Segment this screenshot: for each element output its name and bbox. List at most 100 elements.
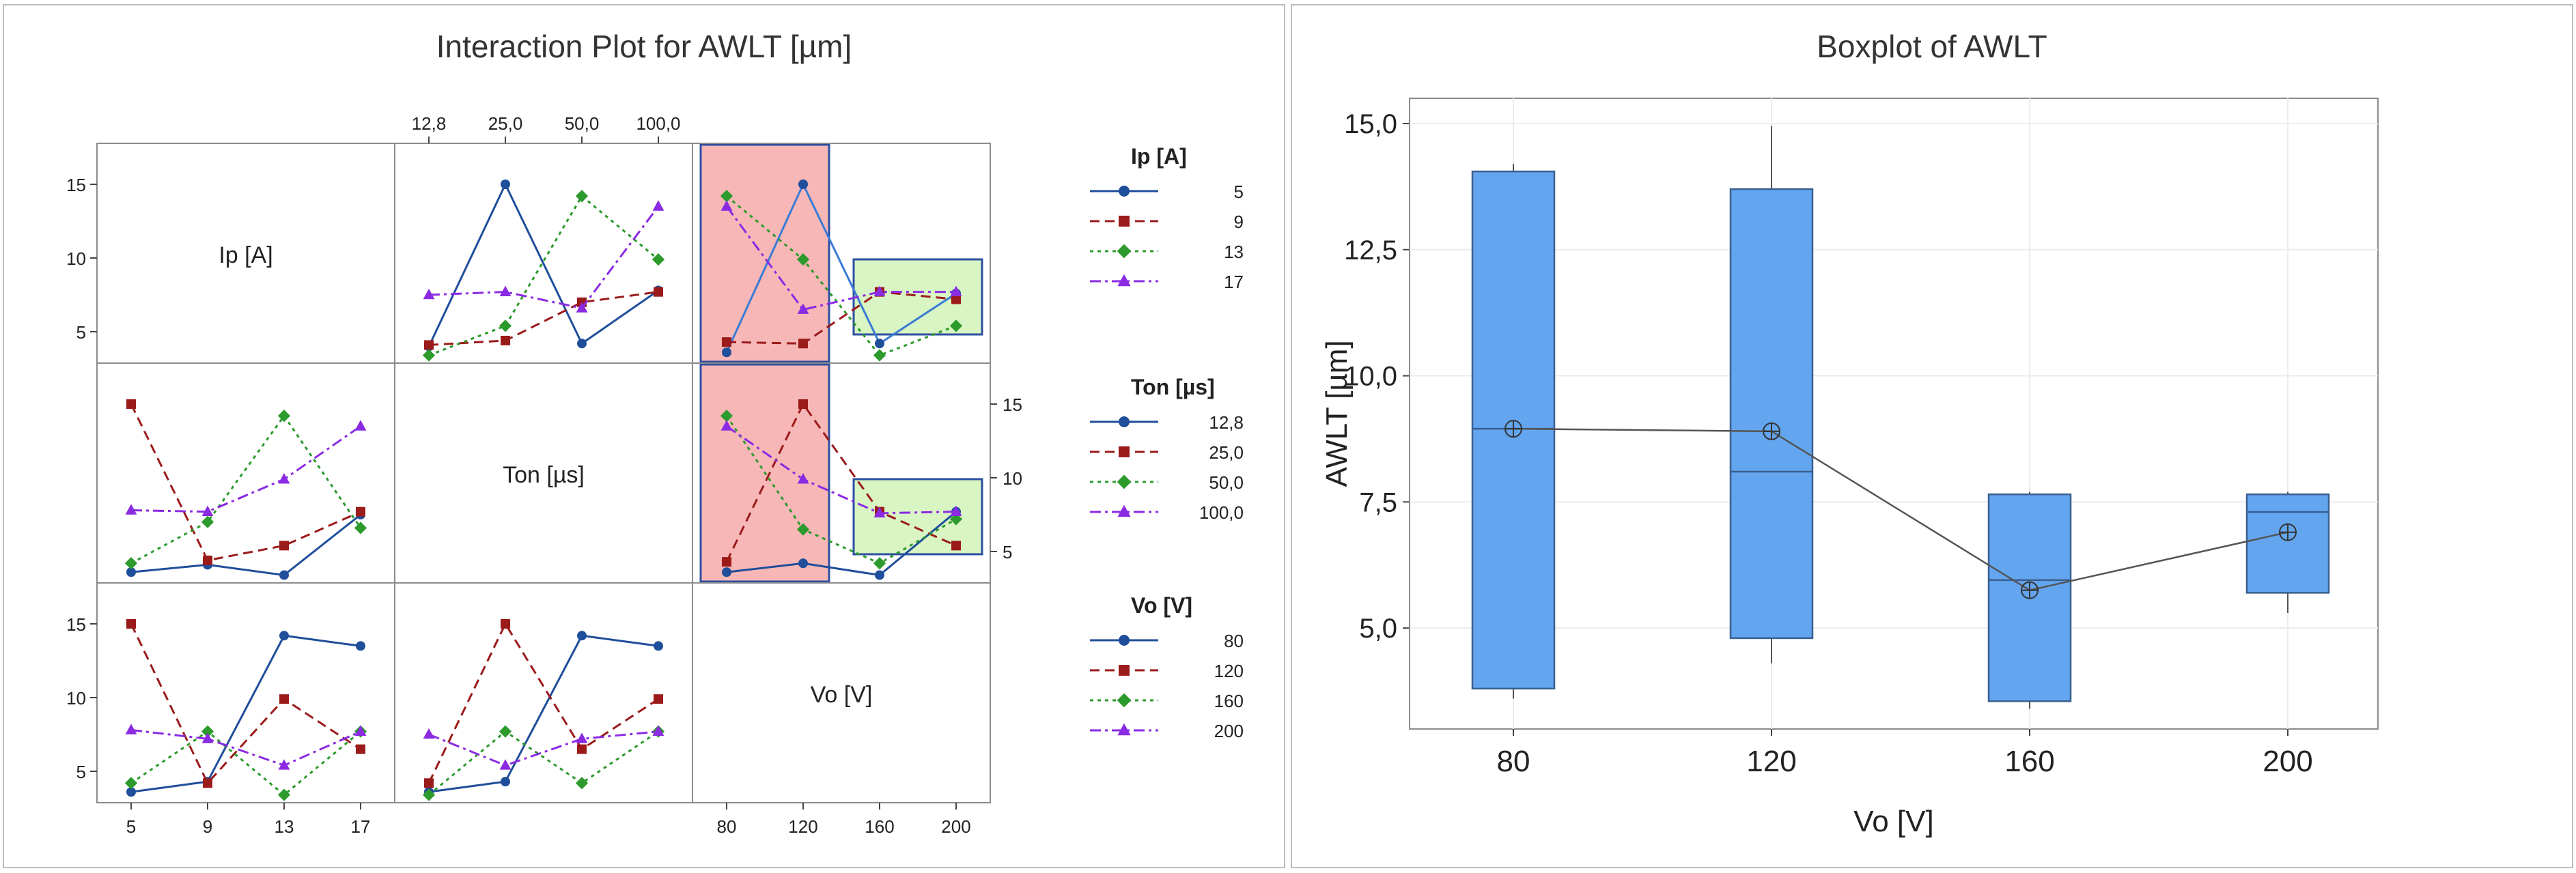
interaction-line-r1c2-s2: [725, 415, 957, 564]
interaction-point-r1c2-s1-0: [722, 557, 731, 567]
interaction-line-r2c1-s3: [428, 730, 659, 767]
boxplot-panel: Boxplot of AWLT 5,0 7,5 10,0 12,5 15,0 80 120 16…: [1291, 4, 2573, 868]
interaction-point-r1c2-s0-2: [875, 570, 884, 580]
interaction-point-r2c1-s1-0: [424, 778, 434, 788]
interaction-point-r0c2-s1-1: [798, 339, 808, 349]
interaction-line-r1c2-s1: [725, 402, 957, 562]
interaction-point-r2c0-s1-0: [126, 619, 136, 629]
y-tick-label: 15: [66, 175, 86, 195]
interaction-point-r0c2-s3-1: [797, 303, 809, 314]
interaction-point-r0c1-s1-3: [654, 287, 663, 297]
boxplot: Boxplot of AWLT 5,0 7,5 10,0 12,5 15,0 80 120 16…: [1320, 29, 2379, 838]
interaction-point-r0c1-s0-1: [501, 180, 510, 189]
interaction-plot: Interaction Plot for AWLT [µm] Ip [A] Ton …: [66, 29, 1244, 837]
x-tick-label: 80: [1497, 745, 1530, 778]
interaction-point-r2c1-s2-2: [575, 777, 589, 790]
y-tick-label: 15,0: [1344, 109, 1397, 139]
boxplot-title: Boxplot of AWLT: [1817, 29, 2047, 64]
interaction-point-r1c0-s2-0: [124, 557, 138, 570]
interaction-point-r2c0-s1-3: [356, 744, 365, 754]
x-tick-label: 200: [2263, 745, 2312, 778]
interaction-point-r0c2-s2-0: [720, 190, 733, 203]
interaction-point-r1c0-s3-2: [278, 473, 290, 484]
interaction-point-r0c2-s2-2: [873, 349, 886, 362]
interaction-line-r1c0-s2: [130, 414, 362, 564]
diagonal-label-vo: Vo [V]: [811, 682, 873, 708]
interaction-line-r2c0-s1: [130, 623, 361, 785]
interaction-point-r1c0-s1-1: [203, 555, 212, 565]
legend-label: 5: [1234, 182, 1244, 202]
interaction-point-r0c2-s0-0: [722, 347, 731, 358]
interaction-point-r1c0-s2-1: [201, 515, 214, 528]
interaction-point-r1c2-s0-1: [798, 558, 808, 569]
interaction-line-r2c0-s3: [130, 729, 361, 767]
interaction-point-r2c0-s0-0: [126, 787, 136, 797]
interaction-point-r2c1-s1-2: [577, 744, 587, 754]
x-tick-label: 120: [788, 816, 817, 837]
interaction-point-r0c1-s2-0: [422, 349, 436, 362]
interaction-point-r2c1-s1-1: [501, 619, 510, 629]
interaction-point-r2c0-s2-1: [201, 725, 214, 738]
interaction-line-r1c0-s3: [130, 425, 361, 513]
interaction-line-r0c1-s0: [428, 182, 659, 347]
interaction-point-r0c1-s3-3: [652, 200, 664, 211]
y-tick-label: 12,5: [1344, 235, 1397, 266]
x-tick-label: 5: [126, 816, 136, 837]
legend-marker: [1117, 474, 1132, 489]
interaction-line-r1c0-s0: [130, 513, 361, 577]
interaction-point-r2c0-s3-1: [201, 732, 214, 743]
legend-label: 50,0: [1209, 472, 1244, 493]
interaction-point-r2c0-s2-2: [277, 788, 291, 801]
interaction-point-r1c0-s2-3: [354, 521, 367, 534]
interaction-line-r2c0-s0: [130, 634, 361, 793]
diagonal-label-ton: Ton [µs]: [503, 462, 585, 488]
interaction-line-r2c1-s2: [428, 730, 659, 796]
x-tick-label: 160: [2004, 745, 2054, 778]
legend-marker: [1119, 446, 1130, 457]
interaction-point-r2c1-s3-2: [576, 732, 588, 743]
interaction-point-r1c0-s3-0: [125, 504, 137, 515]
interaction-point-r2c1-s1-3: [654, 694, 663, 704]
interaction-point-r0c1-s3-1: [499, 285, 512, 296]
interaction-point-r2c1-s2-1: [499, 725, 512, 738]
legend-marker: [1119, 665, 1130, 676]
legend-marker: [1119, 216, 1130, 227]
interaction-point-r2c1-s0-3: [654, 641, 663, 651]
interaction-point-r0c2-s2-3: [949, 319, 963, 332]
interaction-point-r1c2-s3-1: [797, 473, 809, 484]
y-tick-label: 10: [66, 248, 86, 269]
interaction-point-r0c2-s3-0: [720, 200, 733, 211]
y-tick-label: 5: [76, 762, 86, 782]
legend-label: 12,8: [1209, 412, 1244, 433]
interaction-point-r1c2-s0-0: [722, 567, 731, 577]
interaction-line-r1c0-s1: [130, 403, 361, 562]
interaction-line-r2c1-s0: [428, 634, 659, 793]
interaction-point-r0c2-s3-2: [873, 285, 886, 296]
y-tick-label: 15: [66, 614, 86, 635]
legend-marker: [1117, 693, 1132, 708]
interaction-point-r2c0-s0-2: [279, 631, 289, 641]
interaction-point-r1c2-s1-1: [798, 399, 808, 409]
interaction-point-r2c0-s2-0: [124, 777, 138, 790]
x-tick-label: 80: [717, 816, 737, 837]
matrix-cell: [692, 582, 991, 803]
matrix-cell: [96, 362, 395, 584]
interaction-point-r1c0-s2-2: [277, 410, 291, 423]
interaction-point-r0c2-s0-2: [875, 339, 884, 349]
x-tick-label: 13: [275, 816, 294, 837]
interaction-line-r1c2-s0: [726, 511, 957, 577]
y-tick-label-right: 15: [1003, 395, 1022, 415]
interaction-point-r1c2-s2-1: [796, 523, 810, 536]
interaction-point-r2c0-s0-3: [356, 641, 365, 651]
interaction-point-r2c0-s3-3: [354, 725, 367, 736]
legend-marker: [1117, 504, 1131, 517]
interaction-point-r1c2-s3-2: [873, 506, 886, 518]
legend-marker: [1117, 274, 1131, 287]
interaction-point-r1c2-s3-3: [950, 505, 962, 516]
y-tick-label: 10: [66, 688, 86, 709]
interaction-plot-title: Interaction Plot for AWLT [µm]: [436, 29, 852, 64]
interaction-point-r1c0-s3-1: [201, 505, 214, 516]
legend-marker: [1117, 244, 1132, 259]
legend-marker: [1119, 416, 1130, 427]
box-3: [2245, 493, 2330, 594]
